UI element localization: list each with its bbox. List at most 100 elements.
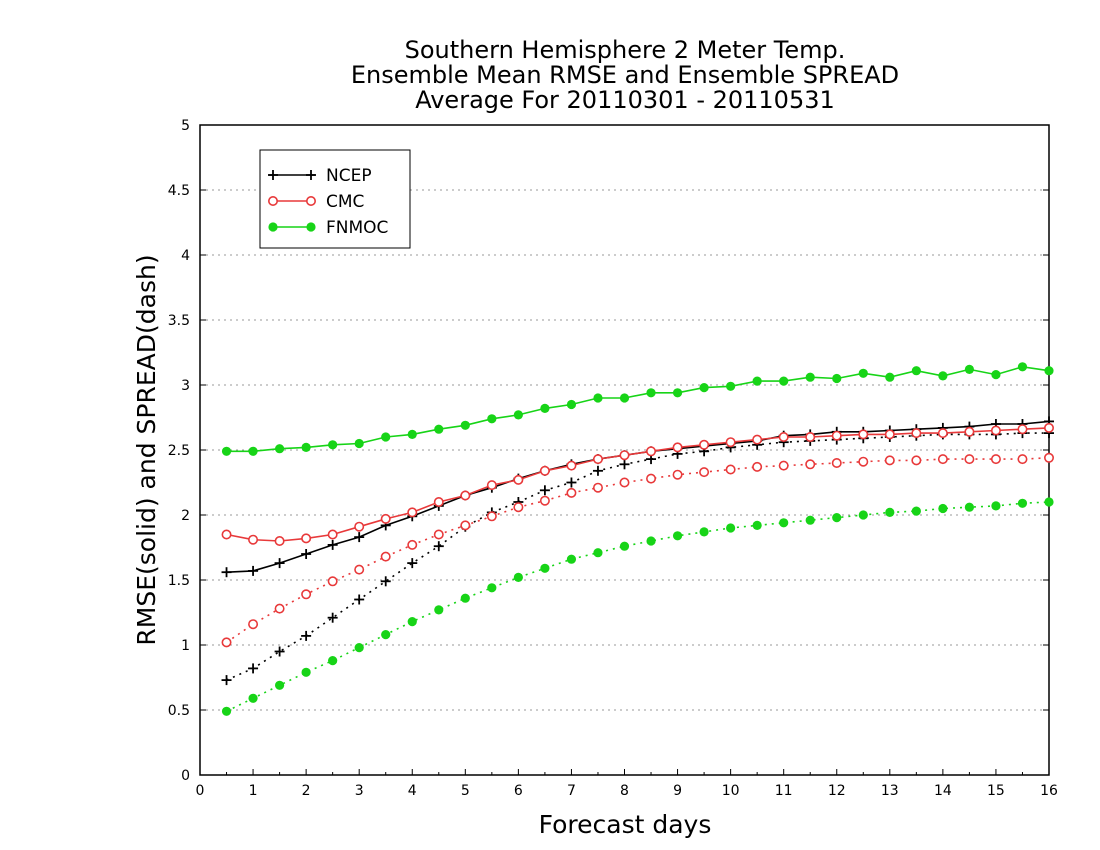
fnmoc-rmse-point: [328, 440, 338, 450]
fnmoc-rmse-point: [646, 388, 656, 398]
fnmoc-spread-point: [964, 502, 975, 512]
x-tick-label-7: 7: [567, 783, 576, 799]
fnmoc-spread-point: [593, 548, 603, 558]
legend-marker-cmc: [305, 196, 316, 207]
fnmoc-spread-point: [1044, 497, 1054, 507]
x-tick-label-4: 4: [408, 783, 417, 799]
cmc-rmse-point: [460, 490, 471, 501]
cmc-rmse-point: [566, 460, 577, 471]
cmc-spread-point: [699, 467, 710, 478]
fnmoc-spread-point: [911, 506, 921, 516]
cmc-rmse-point: [486, 480, 497, 491]
y-tick-label-4.5: 4.5: [168, 183, 190, 199]
ncep-rmse-point: [248, 565, 259, 576]
cmc-rmse-point: [805, 431, 816, 442]
fnmoc-rmse-point: [991, 370, 1001, 380]
fnmoc-rmse-point: [487, 414, 497, 424]
fnmoc-spread-point: [858, 510, 868, 520]
x-tick-label-2: 2: [302, 783, 311, 799]
ncep-spread-point: [354, 594, 365, 605]
fnmoc-spread-point: [991, 501, 1001, 511]
fnmoc-rmse-point: [911, 366, 921, 376]
fnmoc-rmse-point: [699, 383, 709, 393]
legend-marker-cmc: [267, 196, 278, 207]
ncep-spread-point: [619, 459, 630, 470]
x-tick-label-6: 6: [514, 783, 523, 799]
fnmoc-rmse-point: [354, 438, 364, 449]
fnmoc-spread-point: [274, 680, 285, 690]
cmc-spread-point: [221, 637, 232, 648]
fnmoc-spread-point: [938, 503, 948, 514]
legend-box: [259, 149, 411, 249]
fnmoc-spread-point: [328, 656, 338, 666]
y-tick-label-4: 4: [181, 248, 190, 264]
cmc-spread-point: [513, 502, 524, 513]
ncep-rmse-point: [221, 567, 232, 578]
fnmoc-rmse-point: [274, 444, 285, 454]
x-tick-label-3: 3: [355, 783, 364, 799]
fnmoc-spread-point: [672, 531, 683, 541]
fnmoc-rmse-point: [1044, 366, 1054, 376]
legend-marker-fnmoc: [268, 222, 278, 232]
x-tick-label-5: 5: [461, 783, 470, 799]
cmc-spread-point: [354, 564, 365, 575]
legend-marker-ncep: [268, 170, 278, 180]
legend: NCEP CMC FNMOC: [259, 149, 411, 249]
fnmoc-rmse-point: [832, 373, 842, 384]
cmc-rmse-point: [884, 429, 895, 440]
ncep-rmse-point: [274, 558, 285, 569]
ncep-spread-point: [539, 485, 550, 496]
cmc-rmse-point: [990, 425, 1001, 436]
cmc-rmse-point: [380, 513, 391, 524]
cmc-rmse-point: [1017, 424, 1028, 435]
cmc-spread-point: [752, 461, 763, 472]
cmc-spread-point: [327, 576, 338, 587]
fnmoc-spread-point: [381, 630, 391, 640]
x-tick-label-12: 12: [828, 783, 846, 799]
fnmoc-rmse-point: [540, 403, 550, 413]
fnmoc-spread-point: [460, 593, 470, 603]
fnmoc-rmse-point: [434, 424, 444, 434]
x-tick-label-9: 9: [673, 783, 682, 799]
cmc-spread-point: [778, 460, 789, 471]
fnmoc-rmse-point: [1017, 362, 1028, 372]
fnmoc-spread-point: [513, 572, 523, 583]
x-tick-label-11: 11: [775, 783, 793, 799]
fnmoc-spread-point: [699, 527, 709, 537]
x-tick-label-10: 10: [722, 783, 740, 799]
cmc-spread-point: [672, 469, 683, 480]
y-tick-label-1.5: 1.5: [168, 573, 190, 589]
cmc-spread-point: [248, 619, 259, 630]
fnmoc-spread-point: [434, 605, 444, 615]
x-axis-label: Forecast days: [539, 810, 712, 839]
fnmoc-rmse-point: [858, 368, 868, 378]
cmc-rmse-point: [407, 507, 418, 518]
fnmoc-spread-point: [726, 523, 736, 533]
cmc-spread-point: [831, 457, 842, 468]
cmc-rmse-point: [248, 534, 259, 545]
fnmoc-spread-point: [566, 554, 577, 564]
fnmoc-spread-point: [832, 513, 842, 523]
cmc-spread-point: [592, 482, 603, 493]
y-tick-label-3.5: 3.5: [168, 313, 190, 329]
ncep-spread-point: [380, 576, 391, 587]
cmc-spread-point: [911, 455, 922, 466]
cmc-rmse-point: [964, 426, 975, 437]
fnmoc-rmse-point: [672, 388, 683, 398]
y-tick-label-2.5: 2.5: [168, 443, 190, 459]
cmc-rmse-point: [274, 535, 285, 546]
x-tick-label-0: 0: [196, 783, 205, 799]
fnmoc-rmse-point: [805, 372, 815, 382]
cmc-rmse-point: [672, 442, 683, 453]
fnmoc-spread-point: [540, 563, 550, 573]
legend-label-ncep: NCEP: [326, 166, 372, 186]
fnmoc-rmse-point: [938, 371, 948, 381]
cmc-spread-point: [937, 454, 948, 465]
fnmoc-spread-point: [779, 518, 789, 528]
cmc-rmse-point: [354, 521, 365, 532]
cmc-rmse-point: [433, 496, 444, 507]
cmc-spread-point: [884, 455, 895, 466]
ncep-spread-line: [226, 432, 1049, 681]
fnmoc-spread-point: [301, 667, 311, 677]
y-axis-label: RMSE(solid) and SPREAD(dash): [132, 254, 161, 645]
